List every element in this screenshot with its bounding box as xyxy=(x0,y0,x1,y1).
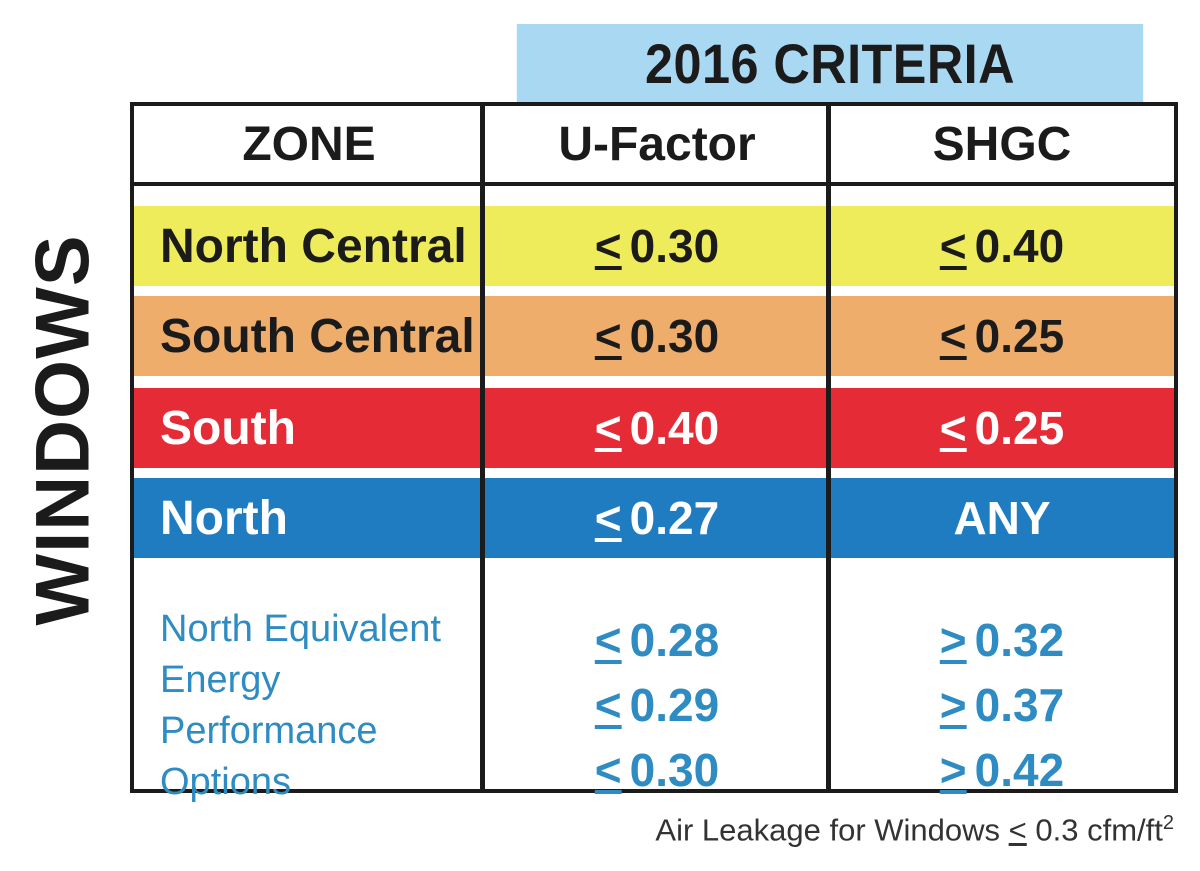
column-header-zone: ZONE xyxy=(242,117,376,171)
u-factor-value: <0.27 xyxy=(594,492,720,544)
windows-label-text: WINDOWS xyxy=(20,234,106,626)
zone-row: North Central <0.30 <0.40 xyxy=(134,206,1174,286)
options-zone-line: North Equivalent xyxy=(160,608,441,650)
option-shgc-value: >0.32 xyxy=(939,614,1065,666)
option-shgc-value: >0.37 xyxy=(939,679,1065,731)
zone-row: South Central <0.30 <0.25 xyxy=(134,296,1174,376)
column-divider xyxy=(826,102,831,789)
u-factor-value: <0.40 xyxy=(594,402,720,454)
options-zone-line: Performance xyxy=(160,710,378,752)
u-factor-value: <0.30 xyxy=(594,220,720,272)
column-header-shgc: SHGC xyxy=(932,117,1072,171)
criteria-title: 2016 CRITERIA xyxy=(645,31,1015,95)
u-factor-value: <0.30 xyxy=(594,310,720,362)
zone-name: South Central xyxy=(160,309,475,363)
criteria-header: 2016 CRITERIA xyxy=(516,24,1144,102)
criteria-table: ZONE U-Factor SHGC North Central <0.30 <0.… xyxy=(130,102,1178,803)
zone-row: South <0.40 <0.25 xyxy=(134,388,1174,468)
option-u-value: <0.30 xyxy=(594,744,720,796)
equivalent-options-row: North Equivalent Energy Performance Opti… xyxy=(134,582,1174,803)
zone-name: South xyxy=(160,401,296,455)
column-header-u-factor: U-Factor xyxy=(558,117,756,171)
options-shgc-values: >0.32 >0.37 >0.42 xyxy=(830,582,1174,796)
option-shgc-value: >0.42 xyxy=(939,744,1065,796)
zone-name: North xyxy=(160,491,288,545)
zone-row: North <0.27 ANY xyxy=(134,478,1174,558)
shgc-value: ANY xyxy=(953,492,1051,544)
options-zone-label: North Equivalent Energy Performance Opti… xyxy=(134,582,484,803)
column-divider xyxy=(480,102,485,789)
options-u-factor-values: <0.28 <0.29 <0.30 xyxy=(484,582,830,796)
options-zone-line: Options xyxy=(160,761,291,803)
windows-side-label: WINDOWS xyxy=(8,234,118,625)
shgc-value: <0.25 xyxy=(939,402,1065,454)
shgc-value: <0.25 xyxy=(939,310,1065,362)
shgc-value: <0.40 xyxy=(939,220,1065,272)
table-header-row: ZONE U-Factor SHGC xyxy=(134,106,1174,186)
options-zone-line: Energy xyxy=(160,659,281,701)
zone-name: North Central xyxy=(160,219,467,273)
option-u-value: <0.29 xyxy=(594,679,720,731)
option-u-value: <0.28 xyxy=(594,614,720,666)
air-leakage-footnote: Air Leakage for Windows < 0.3 cfm/ft2 xyxy=(655,812,1174,848)
